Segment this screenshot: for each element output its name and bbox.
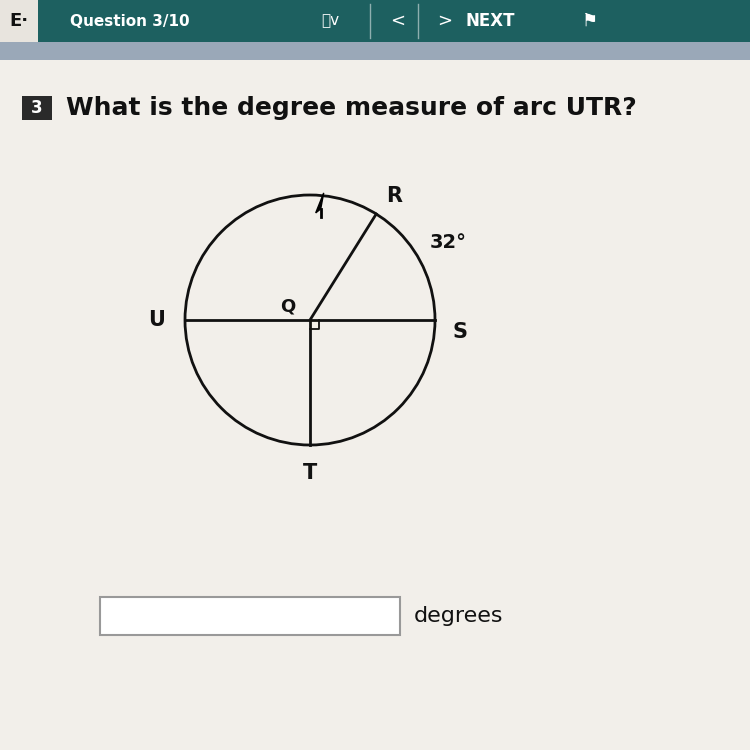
Text: R: R	[386, 186, 402, 206]
Text: Question 3/10: Question 3/10	[70, 13, 190, 28]
Text: What is the degree measure of arc UTR?: What is the degree measure of arc UTR?	[66, 96, 637, 120]
Text: NEXT: NEXT	[465, 12, 514, 30]
Text: >: >	[437, 12, 452, 30]
Text: <: <	[391, 12, 406, 30]
Text: 3: 3	[32, 99, 43, 117]
Text: ⓘv: ⓘv	[321, 13, 339, 28]
Text: U: U	[148, 310, 165, 330]
Text: degrees: degrees	[414, 606, 503, 626]
Text: S: S	[453, 322, 468, 342]
Bar	[22, 96, 52, 120]
Bar	[100, 597, 400, 635]
Text: E·: E·	[10, 12, 28, 30]
Text: 32°: 32°	[430, 233, 467, 252]
Text: T: T	[303, 463, 317, 483]
Bar	[0, 0, 750, 42]
Polygon shape	[316, 193, 324, 213]
Text: ⚑: ⚑	[582, 12, 598, 30]
Text: Q: Q	[280, 297, 296, 315]
Bar	[0, 42, 750, 60]
Bar	[0, 0, 38, 42]
